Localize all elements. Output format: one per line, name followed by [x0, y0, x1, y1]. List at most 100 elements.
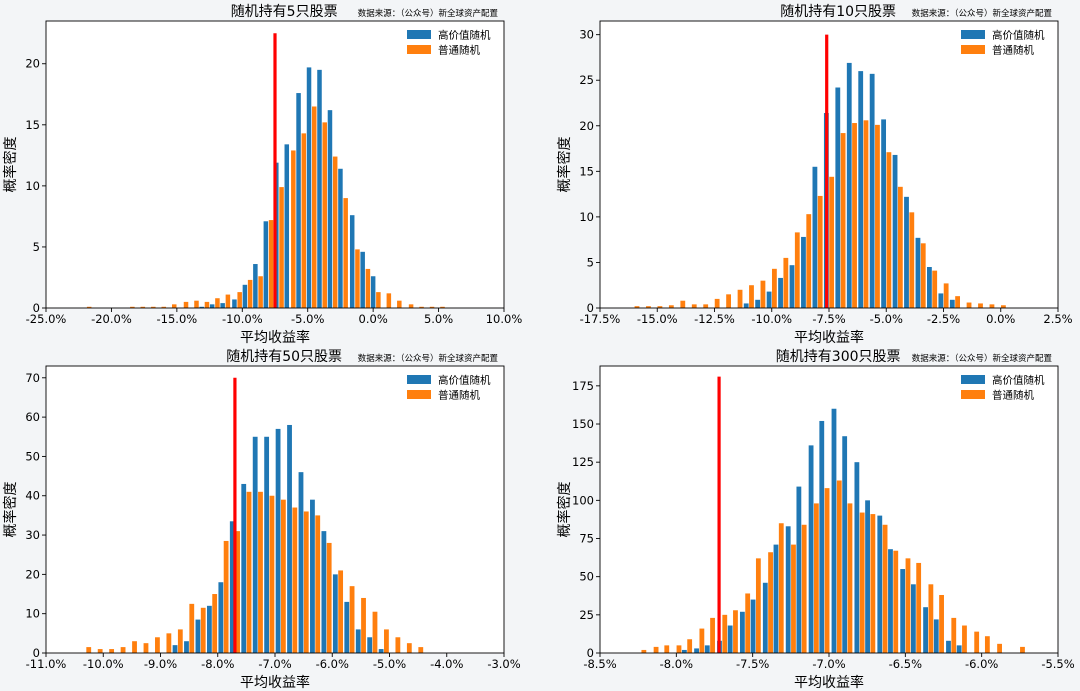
- bar-normal: [745, 593, 751, 653]
- bar-normal: [419, 306, 424, 308]
- bar-normal: [886, 152, 892, 308]
- bar-high-value: [812, 166, 818, 308]
- x-tick-label: -7.0%: [258, 657, 291, 671]
- bar-high-value: [892, 154, 898, 308]
- x-tick-label: -8.0%: [660, 657, 693, 671]
- subplot-2: -17.5% -15.0% -12.5% -10.0% -7.5% -5.0% -2.5% 0…: [556, 4, 1073, 346]
- bar-normal: [726, 294, 731, 308]
- subplot-1: -25.0% -20.0% -15.0% -10.0% -5.0% 0.0% 5.0% 10.…: [2, 4, 522, 346]
- bar-normal: [755, 558, 761, 653]
- y-axis-label: 概率密度: [556, 137, 573, 193]
- bar-normal: [332, 156, 338, 308]
- bar-normal: [109, 649, 115, 653]
- x-axis-label: 平均收益率: [240, 329, 310, 346]
- chart-title: 随机持有300只股票: [776, 349, 901, 365]
- bar-normal: [235, 531, 240, 653]
- legend-swatch: [961, 30, 985, 39]
- bar-normal: [984, 636, 990, 653]
- bar-normal: [893, 550, 899, 653]
- bar-high-value: [750, 599, 756, 653]
- bar-normal: [326, 542, 332, 653]
- x-tick-label: -6.0%: [965, 657, 998, 671]
- bar-high-value: [317, 69, 322, 308]
- bar-high-value: [915, 237, 921, 308]
- bar-normal: [225, 294, 231, 308]
- y-tick-label: 5: [587, 255, 594, 269]
- x-tick-label: -5.0%: [870, 312, 903, 326]
- x-tick-label: -12.5%: [694, 312, 735, 326]
- x-tick-label: -7.0%: [812, 657, 845, 671]
- bar-high-value: [846, 62, 852, 308]
- y-axis-label: 概率密度: [2, 137, 19, 193]
- bar-normal: [928, 584, 934, 653]
- x-tick-label: -8.5%: [583, 657, 616, 671]
- bar-high-value: [344, 601, 350, 653]
- bar-normal: [875, 124, 880, 309]
- y-tick-label: 0: [587, 301, 594, 315]
- bar-high-value: [755, 299, 761, 308]
- bar-normal: [710, 617, 715, 653]
- bar-normal: [237, 292, 242, 308]
- bar-high-value: [218, 582, 224, 653]
- y-axis-label: 概率密度: [556, 482, 573, 538]
- bar-normal: [997, 643, 1002, 653]
- bar-normal: [771, 268, 777, 308]
- chart-title: 随机持有50只股票: [226, 349, 342, 365]
- bar-normal: [646, 306, 651, 308]
- y-tick-label: 20: [579, 119, 594, 133]
- legend-swatch: [407, 30, 431, 39]
- bar-normal: [733, 610, 738, 653]
- bar-normal: [384, 629, 389, 653]
- bar-normal: [836, 480, 842, 653]
- bar-high-value: [241, 483, 247, 653]
- bar-normal: [204, 301, 210, 308]
- bar-high-value: [854, 462, 860, 653]
- bar-high-value: [378, 649, 384, 653]
- y-tick-label: 25: [579, 73, 594, 87]
- bar-normal: [292, 507, 298, 653]
- bar-normal: [397, 300, 402, 308]
- bar-normal: [641, 649, 647, 653]
- legend-label: 普通随机: [438, 44, 480, 57]
- bar-high-value: [842, 436, 848, 653]
- bar-normal: [951, 617, 957, 653]
- bar-high-value: [801, 236, 806, 308]
- bar-normal: [1000, 305, 1006, 308]
- bar-normal: [395, 637, 401, 653]
- bar-normal: [955, 296, 960, 308]
- bar-high-value: [338, 168, 343, 308]
- bar-high-value: [881, 119, 887, 309]
- y-tick-label: 10: [25, 179, 40, 193]
- bar-normal: [418, 647, 424, 653]
- bar-high-value: [327, 110, 333, 309]
- bar-normal: [722, 614, 728, 653]
- bar-high-value: [888, 549, 893, 653]
- y-tick-label: 30: [25, 528, 40, 542]
- x-tick-label: 10.0%: [486, 312, 523, 326]
- y-axis-label: 概率密度: [2, 482, 19, 538]
- bar-normal: [279, 187, 284, 308]
- bar-normal: [155, 637, 160, 653]
- x-tick-label: -10.0%: [222, 312, 263, 326]
- bar-high-value: [808, 445, 814, 653]
- bar-high-value: [298, 472, 304, 653]
- bar-high-value: [743, 303, 749, 308]
- y-tick-label: 75: [579, 532, 594, 546]
- bar-normal: [312, 106, 317, 309]
- bar-normal: [291, 150, 296, 308]
- bar-high-value: [360, 251, 365, 308]
- x-tick-label: -6.5%: [889, 657, 922, 671]
- x-axis-label: 平均收益率: [240, 674, 310, 691]
- chart-title: 随机持有10只股票: [780, 4, 896, 20]
- bar-normal: [365, 268, 371, 308]
- x-tick-label: -7.5%: [812, 312, 845, 326]
- bar-high-value: [287, 424, 292, 653]
- bar-normal: [653, 646, 659, 653]
- bar-normal: [194, 300, 199, 308]
- bar-high-value: [321, 531, 327, 653]
- legend-swatch: [961, 45, 985, 54]
- bar-normal: [916, 562, 922, 653]
- bar-high-value: [835, 87, 841, 308]
- legend-label: 高价值随机: [992, 374, 1045, 387]
